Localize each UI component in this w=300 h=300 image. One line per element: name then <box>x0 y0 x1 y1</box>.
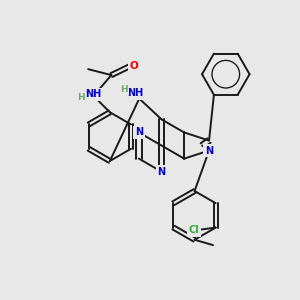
Text: H: H <box>77 93 85 102</box>
Text: O: O <box>129 61 138 70</box>
Text: N: N <box>158 167 166 177</box>
Text: H: H <box>120 85 127 94</box>
Text: NH: NH <box>85 89 102 99</box>
Text: N: N <box>135 128 143 137</box>
Text: N: N <box>205 146 213 155</box>
Text: NH: NH <box>127 88 143 98</box>
Text: Cl: Cl <box>189 225 200 235</box>
